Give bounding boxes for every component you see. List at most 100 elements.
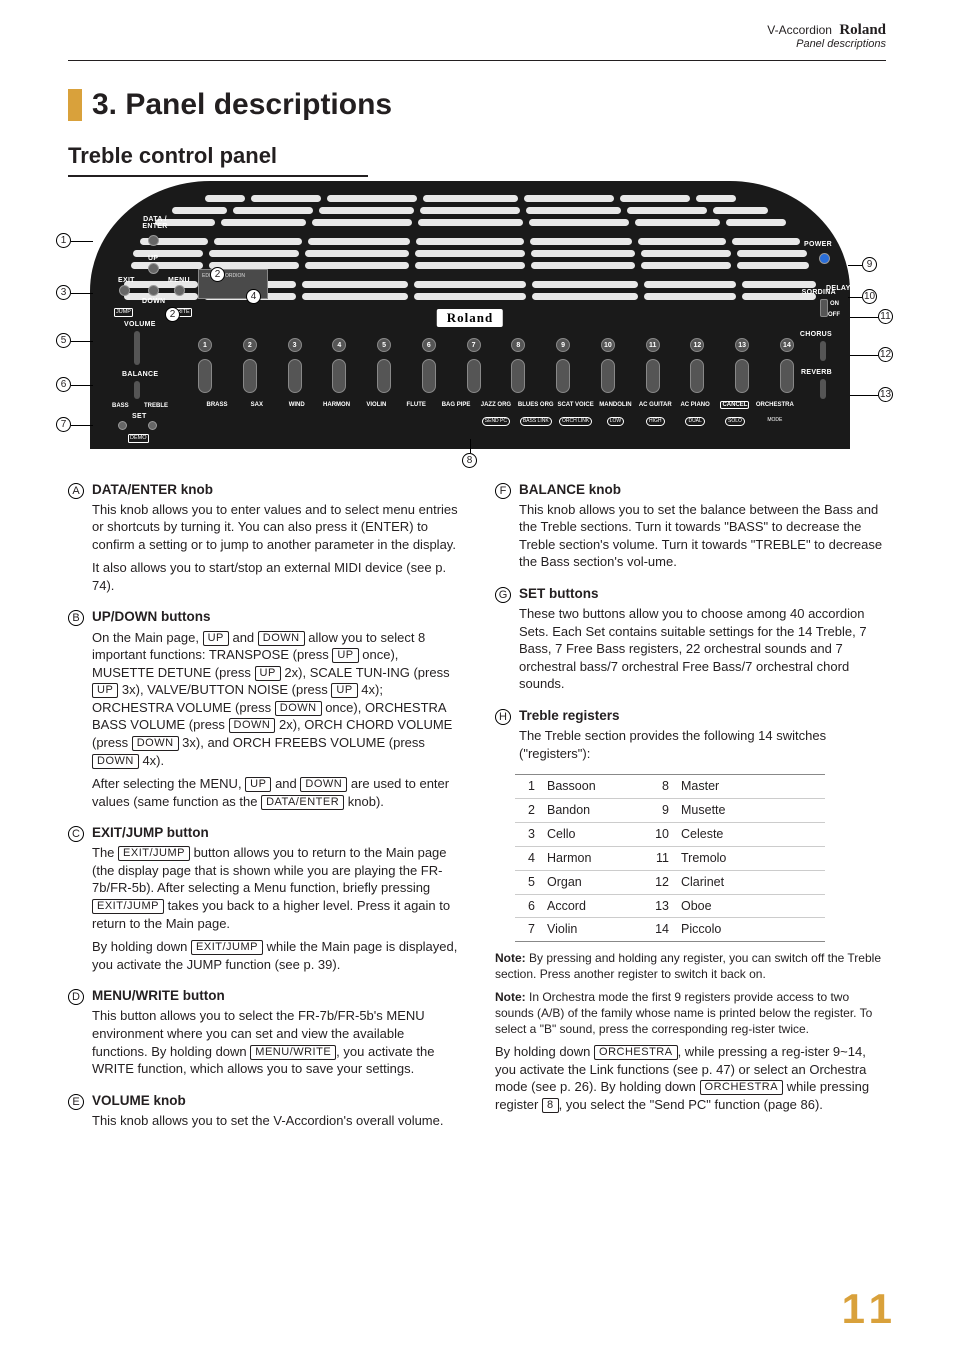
cell-name: Violin — [541, 921, 649, 938]
item-paragraph: These two buttons allow you to choose am… — [519, 605, 886, 693]
item-title: EXIT/JUMP button — [92, 824, 459, 842]
item-paragraph: This knob allows you to set the V-Accord… — [92, 1112, 459, 1130]
label-reverb: REVERB — [801, 369, 832, 376]
description-item: BUP/DOWN buttonsOn the Main page, UP and… — [68, 608, 459, 816]
item-paragraph: It also allows you to start/stop an exte… — [92, 559, 459, 594]
item-paragraph: This knob allows you to set the balance … — [519, 501, 886, 571]
item-title: VOLUME knob — [92, 1092, 459, 1110]
callout-12: 12 — [878, 347, 893, 362]
register-sublabel — [397, 417, 435, 426]
header-subtitle: Panel descriptions — [68, 38, 886, 50]
page-number: 11 — [842, 1285, 898, 1333]
register-name: FLUTE — [397, 401, 435, 409]
register-sublabel — [278, 417, 316, 426]
panel-diagram: Roland DATA / ENTER UP EXIT MENU DOWN JU… — [38, 181, 896, 471]
label-menu: MENU — [168, 277, 190, 284]
label-chorus: CHORUS — [800, 331, 832, 338]
register-number: 12 — [690, 338, 704, 352]
table-row: 1Bassoon8Master — [515, 775, 825, 799]
cell-num: 8 — [649, 778, 675, 795]
item-body: BALANCE knob This knob allows you to set … — [519, 481, 886, 577]
cell-name: Bandon — [541, 802, 649, 819]
cell-name: Tremolo — [675, 850, 783, 867]
description-item: DMENU/WRITE buttonThis button allows you… — [68, 987, 459, 1083]
register-number-row: 1234567891011121314 — [198, 338, 794, 352]
menu-button — [174, 285, 185, 296]
register-sublabel — [437, 417, 475, 426]
register-button — [467, 359, 481, 393]
roland-logo: Roland — [437, 309, 503, 327]
register-name: BAG PIPE — [437, 401, 475, 409]
item-body: MENU/WRITE buttonThis button allows you … — [92, 987, 459, 1083]
cell-num: 12 — [649, 874, 675, 891]
data-enter-knob — [148, 235, 159, 246]
register-button — [735, 359, 749, 393]
register-sublabel: SEND PC — [477, 417, 515, 426]
cell-name: Clarinet — [675, 874, 783, 891]
register-number: 9 — [556, 338, 570, 352]
description-item: GSET buttonsThese two buttons allow you … — [495, 585, 886, 699]
callout-1: 1 — [56, 233, 71, 248]
cell-name: Musette — [675, 802, 783, 819]
tail-paragraph: By holding down ORCHESTRA, while pressin… — [495, 1043, 886, 1113]
description-item: EVOLUME knobThis knob allows you to set … — [68, 1092, 459, 1136]
item-paragraph: The EXIT/JUMP button allows you to retur… — [92, 844, 459, 932]
callout-7: 7 — [56, 417, 71, 432]
register-sublabel: BASS LINK — [517, 417, 555, 426]
item-title: MENU/WRITE button — [92, 987, 459, 1005]
register-number: 4 — [332, 338, 346, 352]
callout-2b: 2 — [165, 307, 180, 322]
cell-num: 7 — [515, 921, 541, 938]
cell-name: Celeste — [675, 826, 783, 843]
balance-slider — [134, 381, 140, 399]
register-sublabel — [357, 417, 395, 426]
item-title: UP/DOWN buttons — [92, 608, 459, 626]
register-number: 13 — [735, 338, 749, 352]
item-body: Treble registersThe Treble section provi… — [519, 707, 886, 768]
cell-name: Bassoon — [541, 778, 649, 795]
label-power: POWER — [804, 241, 832, 248]
register-sublabel: ORCH LINK — [557, 417, 595, 426]
register-sublabel: DUAL — [676, 417, 714, 426]
register-number: 11 — [646, 338, 660, 352]
cell-num: 9 — [649, 802, 675, 819]
cell-num: 3 — [515, 826, 541, 843]
register-name: AC GUITAR — [636, 401, 674, 409]
power-button — [819, 253, 830, 264]
exit-button — [119, 285, 130, 296]
table-row: 4Harmon11Tremolo — [515, 847, 825, 871]
item-title: BALANCE knob — [519, 481, 886, 499]
item-paragraph: On the Main page, UP and DOWN allow you … — [92, 629, 459, 769]
cell-num: 1 — [515, 778, 541, 795]
register-sublabel — [238, 417, 276, 426]
label-balance: BALANCE — [122, 371, 158, 378]
sub-heading-rule — [68, 175, 368, 177]
page-header: V-Accordion Roland Panel descriptions — [68, 22, 886, 50]
register-number: 10 — [601, 338, 615, 352]
cell-name: Oboe — [675, 898, 783, 915]
item-title: DATA/ENTER knob — [92, 481, 459, 499]
callout-11: 11 — [878, 309, 893, 324]
register-sublabel: MODE — [756, 417, 794, 426]
item-paragraph: By holding down EXIT/JUMP while the Main… — [92, 938, 459, 973]
register-number: 5 — [377, 338, 391, 352]
register-number: 8 — [511, 338, 525, 352]
register-sublabel: HIGH — [636, 417, 674, 426]
register-name: CANCEL — [716, 401, 754, 409]
cell-name: Master — [675, 778, 783, 795]
table-row: 5Organ12Clarinet — [515, 871, 825, 895]
volume-slider — [134, 331, 140, 365]
cell-num: 4 — [515, 850, 541, 867]
set-down-button — [118, 421, 127, 430]
register-number: 6 — [422, 338, 436, 352]
item-body: VOLUME knob This knob allows you to set t… — [92, 1092, 459, 1136]
register-number: 7 — [467, 338, 481, 352]
note: Note: In Orchestra mode the first 9 regi… — [495, 989, 886, 1038]
register-number: 3 — [288, 338, 302, 352]
label-jump: JUMP — [114, 308, 133, 317]
description-item: ADATA/ENTER knobThis knob allows you to … — [68, 481, 459, 601]
item-number: C — [68, 826, 84, 842]
label-on: ON — [830, 301, 839, 307]
register-button — [243, 359, 257, 393]
label-down: DOWN — [142, 298, 165, 305]
